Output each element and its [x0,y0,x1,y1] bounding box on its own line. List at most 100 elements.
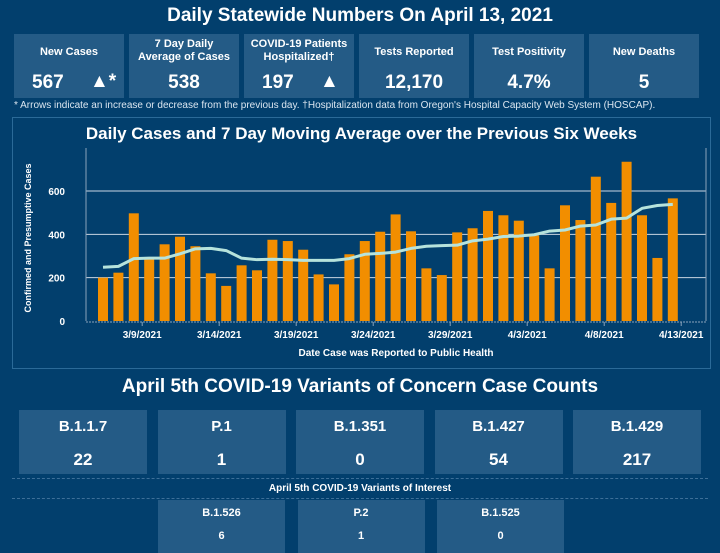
bar[interactable] [298,249,309,321]
variant-count: 6 [218,530,225,542]
kpi-card: New Cases 567 ▲* [14,34,124,98]
variant-name: B.1.427 [472,418,525,435]
divider [12,498,708,499]
bar[interactable] [667,198,678,321]
bar[interactable] [436,275,447,321]
cases-chart-panel: Daily Cases and 7 Day Moving Average ove… [12,117,711,369]
kpi-value: 567 [32,72,64,93]
page-title: Daily Statewide Numbers On April 13, 202… [167,5,553,26]
bar[interactable] [329,284,339,321]
bar[interactable] [467,228,478,321]
y-tick-label: 400 [48,230,65,241]
bar[interactable] [344,254,355,321]
kpi-card: New Deaths 5 [589,34,699,98]
y-tick-label: 0 [59,317,65,328]
variant-count: 0 [497,530,504,542]
bar[interactable] [590,176,601,321]
variant-card: B.1.429 217 [573,410,701,474]
variant-name: B.1.525 [481,507,520,519]
variant-name: B.1.526 [202,507,241,519]
trend-up-icon: ▲* [90,71,117,92]
variant-name: B.1.1.7 [58,418,108,435]
bar[interactable] [452,232,463,321]
x-tick-label: 3/14/2021 [197,330,242,341]
x-tick-label: 3/19/2021 [274,330,319,341]
variant-card: P.2 1 [297,500,425,553]
chart-svg: 0 200 400 600 Confirmed and Presumptive Case… [23,148,707,359]
bar[interactable] [544,268,555,321]
bar[interactable] [98,277,108,321]
bar[interactable] [221,285,232,321]
variant-card: B.1.525 0 [437,500,564,553]
bar[interactable] [128,213,139,321]
bar[interactable] [359,241,370,321]
kpi-card: 7 Day Daily Average of Cases 538 [129,34,239,98]
kpi-card: Test Positivity 4.7% [474,34,584,98]
x-tick-label: 3/24/2021 [351,330,396,341]
bar[interactable] [513,220,524,321]
kpi-label: COVID-19 Patients Hospitalized† [250,38,348,63]
bar[interactable] [575,220,586,321]
variant-name: P.2 [353,507,369,519]
variant-count: 1 [216,450,227,469]
variant-count: 0 [355,450,365,469]
y-tick-label: 600 [48,187,65,198]
variant-count: 1 [357,530,365,542]
bar[interactable] [236,265,247,321]
bar[interactable] [375,231,386,321]
x-tick-label: 3/29/2021 [428,330,473,341]
bar[interactable] [282,241,293,321]
bar[interactable] [190,246,201,321]
kpi-label: 7 Day Daily Average of Cases [138,38,230,63]
x-axis-label: Date Case was Reported to Public Health [298,348,493,359]
variant-card: B.1.351 0 [296,410,424,474]
kpi-value: 197 [262,72,294,93]
footnote: * Arrows indicate an increase or decreas… [14,100,656,111]
bar[interactable] [175,236,185,321]
bar[interactable] [637,215,647,321]
bar[interactable] [113,272,124,321]
x-tick-label: 3/9/2021 [123,330,162,341]
kpi-card: COVID-19 Patients Hospitalized† 197 ▲ [244,34,354,98]
kpi-value: 538 [168,72,200,93]
bar[interactable] [652,257,663,321]
bar[interactable] [483,210,493,321]
x-tick-label: 4/3/2021 [508,330,547,341]
kpi-label: New Deaths [612,46,676,58]
kpi-label: New Cases [39,46,99,58]
variant-card: B.1.526 6 [158,500,285,553]
bar[interactable] [390,214,401,321]
variant-count: 54 [489,450,508,469]
bar[interactable] [252,270,262,321]
bar[interactable] [144,257,155,321]
variant-name: B.1.351 [333,418,387,435]
kpi-label: Test Positivity [492,46,566,58]
bar[interactable] [159,244,170,321]
kpi-card: Tests Reported 12,170 [359,34,469,98]
x-tick-label: 4/8/2021 [585,330,624,341]
bar[interactable] [529,235,540,321]
bar[interactable] [621,161,632,321]
variants-interest-title: April 5th COVID-19 Variants of Interest [268,483,452,494]
bar[interactable] [560,205,570,321]
bar[interactable] [267,239,278,321]
kpi-value: 5 [638,72,650,93]
bar[interactable] [406,231,416,321]
variant-count: 217 [622,450,652,469]
y-axis-label: Confirmed and Presumptive Cases [23,163,33,312]
variant-name: B.1.429 [610,418,664,435]
bar[interactable] [498,215,509,321]
divider [12,478,708,479]
chart-title: Daily Cases and 7 Day Moving Average ove… [85,124,638,143]
bar[interactable] [421,268,432,321]
moving-average-line [102,202,673,269]
variant-count: 22 [73,450,93,469]
bar[interactable] [313,274,324,321]
variant-card: B.1.427 54 [434,410,563,474]
y-tick-label: 200 [48,274,65,285]
variant-card: P.1 1 [157,410,286,474]
bar[interactable] [606,202,617,321]
bar[interactable] [205,273,216,321]
trend-up-icon: ▲ [320,71,339,92]
variants-title: April 5th COVID-19 Variants of Concern C… [121,376,599,397]
